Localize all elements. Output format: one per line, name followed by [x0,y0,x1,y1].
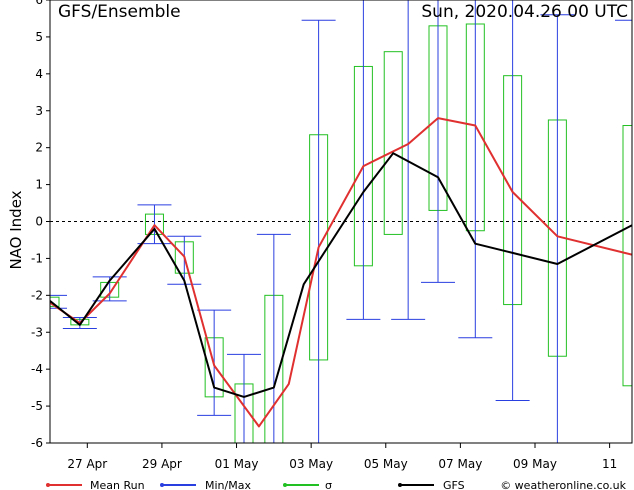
min-max-whisker-13 [495,0,530,402]
y-tick-label: 0 [35,215,43,229]
legend-label-min-max: Min/Max [205,479,251,490]
credit-text: © weatheronline.co.uk [500,479,626,490]
y-tick-label: -6 [31,436,43,450]
x-tick-label: 27 Apr [67,457,107,471]
sigma-box-0 [50,296,60,307]
legend-marker-mean-run [46,483,50,487]
y-tick-label: 2 [35,141,43,155]
legend-label-gfs: GFS [443,479,465,490]
y-tick-label: 6 [35,0,43,7]
y-tick-label: 4 [35,67,43,81]
legend-label-sigma: σ [325,479,332,490]
min-max-whisker-6 [227,353,261,443]
legend: Mean Run Min/Max σ GFS © weatheronline.c… [46,479,627,490]
y-tick-label: -3 [31,325,43,339]
min-max-whisker-8 [301,19,336,443]
x-tick-label: 07 May [438,457,482,471]
y-tick-label: 1 [35,178,43,192]
min-max-whisker-7 [256,233,291,443]
legend-marker-min-max [160,483,164,487]
legend-marker-sigma [283,483,287,487]
y-axis-label: NAO Index [7,190,25,269]
min-max-whisker-9 [346,0,381,320]
min-max-whisker-11 [421,0,455,283]
y-tick-label: 5 [35,30,43,44]
chart-title: GFS/Ensemble [58,2,181,22]
y-axis: -6 -5 -4 -3 -2 -1 0 1 2 3 4 5 6 [31,0,50,450]
series-line-mean-run [50,117,632,428]
min-max-whisker-10 [391,0,426,320]
min-max-whisker-0 [50,294,67,309]
legend-marker-gfs [398,483,402,487]
y-tick-label: -2 [31,288,43,302]
sigma-box-10 [383,51,403,235]
x-tick-label: 03 May [289,457,333,471]
x-tick-label: 01 May [215,457,259,471]
series-line-gfs [50,152,632,398]
y-tick-label: -4 [31,362,43,376]
x-axis: 27 Apr 29 Apr 01 May 03 May 05 May 07 May 09 M… [67,443,617,471]
x-tick-label: 29 Apr [142,457,182,471]
y-tick-label: 3 [35,104,43,118]
min-max-whisker-14 [540,14,575,443]
legend-label-mean-run: Mean Run [90,479,145,490]
sigma-box-15 [622,125,632,387]
x-tick-label: 09 May [513,457,557,471]
x-tick-label: 05 May [364,457,408,471]
min-max-whisker-15 [615,19,632,443]
run-date-label: Sun, 2020.04.26 00 UTC [421,2,628,22]
x-tick-label: 11 [602,457,617,471]
y-tick-label: -1 [31,251,43,265]
y-tick-label: -5 [31,399,43,413]
min-max-whisker-12 [458,0,493,339]
